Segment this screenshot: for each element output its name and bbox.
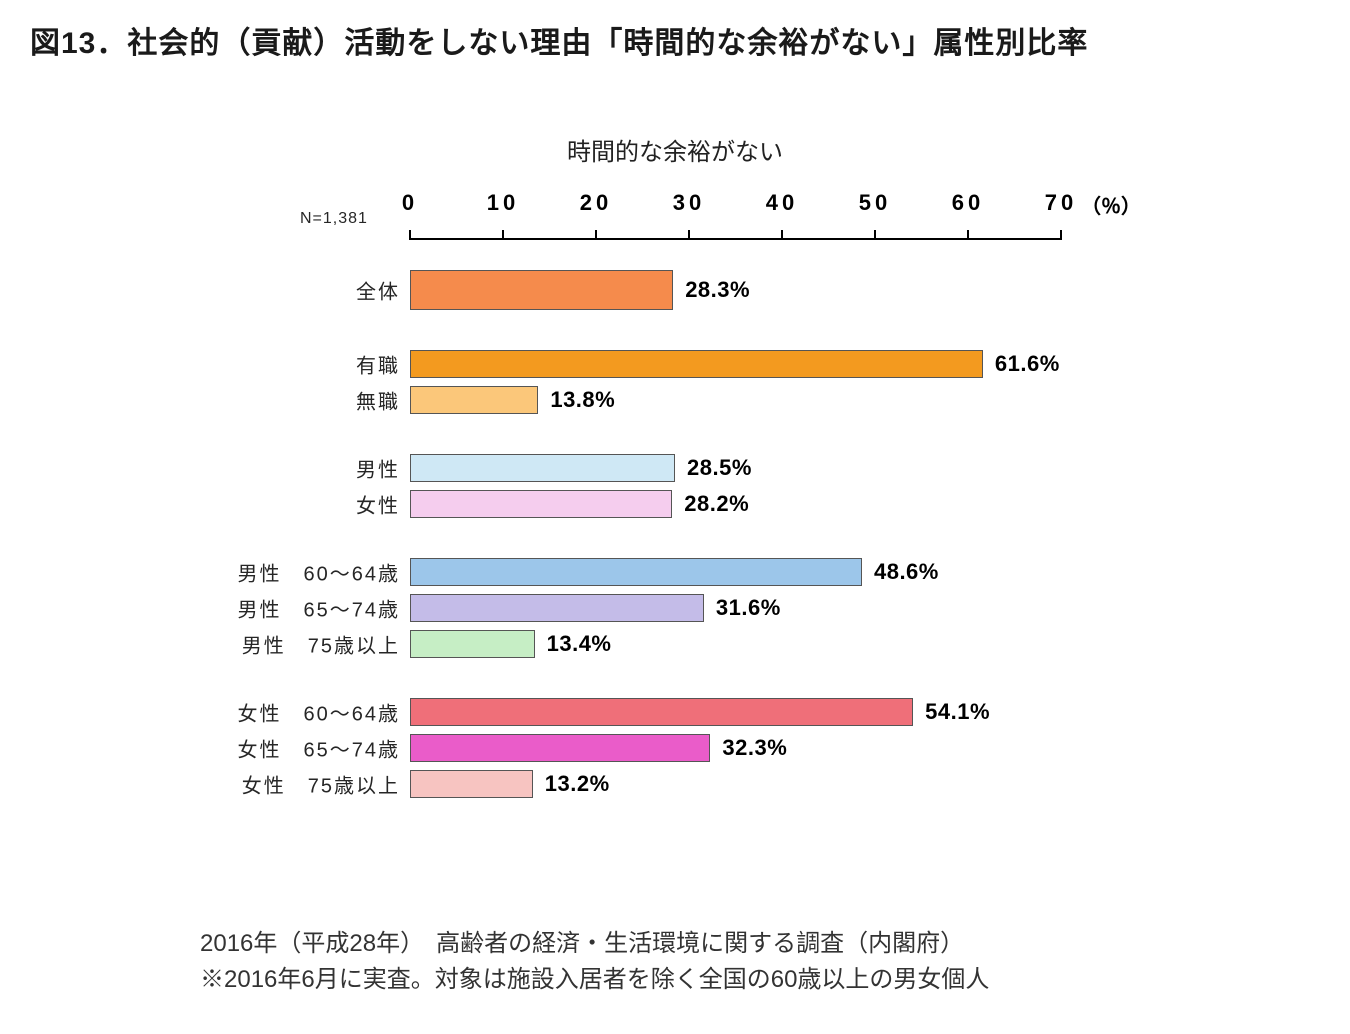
bar-row: 無職 13.8% bbox=[250, 382, 1150, 418]
bar-row: 女性 65～74歳32.3% bbox=[250, 730, 1150, 766]
bar-value: 13.2% bbox=[545, 771, 610, 797]
bar-row: 有職 61.6% bbox=[250, 346, 1150, 382]
bar-row: 女性 28.2% bbox=[250, 486, 1150, 522]
group-gap bbox=[250, 418, 1150, 440]
axis-tick-mark bbox=[595, 230, 597, 240]
axis-tick: 30 bbox=[673, 190, 705, 216]
bar bbox=[410, 770, 533, 798]
bar-value: 13.8% bbox=[550, 387, 615, 413]
axis-tick: 40 bbox=[766, 190, 798, 216]
bar-label: 女性 65～74歳 bbox=[238, 734, 401, 763]
x-axis: N=1,381 0 10 20 30 40 50 60 70（％） bbox=[250, 190, 1150, 240]
axis-tick-mark bbox=[409, 230, 411, 240]
bar-row: 全体 28.3% bbox=[250, 266, 1150, 314]
figure-title: 図13．社会的（貢献）活動をしない理由「時間的な余裕がない」属性別比率 bbox=[30, 18, 1088, 62]
bar-group: 有職 61.6% 無職 13.8% bbox=[250, 346, 1150, 418]
bar bbox=[410, 594, 704, 622]
bar-value: 28.5% bbox=[687, 455, 752, 481]
bar-label: 男性 65～74歳 bbox=[238, 594, 401, 623]
axis-line bbox=[410, 238, 1061, 240]
page: 図13．社会的（貢献）活動をしない理由「時間的な余裕がない」属性別比率 時間的な… bbox=[0, 0, 1350, 1034]
bar-value: 32.3% bbox=[722, 735, 787, 761]
axis-tick-mark bbox=[967, 230, 969, 240]
bar-row: 男性 28.5% bbox=[250, 450, 1150, 486]
bar-row: 女性 75歳以上13.2% bbox=[250, 766, 1150, 802]
bar-label: 男性 bbox=[356, 454, 400, 483]
bar bbox=[410, 558, 862, 586]
figure-footer: 2016年（平成28年） 高齢者の経済・生活環境に関する調査（内閣府） ※201… bbox=[200, 926, 989, 998]
axis-area: 010203040506070（％） bbox=[410, 190, 1110, 240]
bar bbox=[410, 734, 710, 762]
axis-tick: 0 bbox=[402, 190, 418, 216]
bar-row: 男性 65～74歳31.6% bbox=[250, 590, 1150, 626]
group-gap bbox=[250, 314, 1150, 336]
axis-tick: 50 bbox=[859, 190, 891, 216]
bar-label: 男性 75歳以上 bbox=[242, 630, 400, 659]
bar bbox=[410, 698, 913, 726]
bar-value: 61.6% bbox=[995, 351, 1060, 377]
axis-tick-mark bbox=[874, 230, 876, 240]
footer-line-2: ※2016年6月に実査。対象は施設入居者を除く全国の60歳以上の男女個人 bbox=[200, 962, 989, 998]
axis-unit-label: （％） bbox=[1081, 190, 1141, 219]
axis-tick: 70 bbox=[1045, 190, 1077, 216]
bar-value: 48.6% bbox=[874, 559, 939, 585]
axis-tick-mark bbox=[688, 230, 690, 240]
bar-group: 全体 28.3% bbox=[250, 266, 1150, 314]
bar bbox=[410, 490, 672, 518]
n-label: N=1,381 bbox=[300, 210, 368, 228]
axis-tick: 10 bbox=[487, 190, 519, 216]
bar-label: 無職 bbox=[356, 386, 400, 415]
bar-group: 男性 60～64歳48.6%男性 65～74歳31.6%男性 75歳以上13.4… bbox=[250, 554, 1150, 662]
bar-label: 全体 bbox=[356, 276, 400, 305]
group-gap bbox=[250, 522, 1150, 544]
bar-label: 男性 60～64歳 bbox=[238, 558, 401, 587]
bar-label: 女性 bbox=[356, 490, 400, 519]
axis-tick-mark bbox=[781, 230, 783, 240]
bar bbox=[410, 454, 675, 482]
bar-value: 54.1% bbox=[925, 699, 990, 725]
axis-tick: 20 bbox=[580, 190, 612, 216]
bar-row: 男性 60～64歳48.6% bbox=[250, 554, 1150, 590]
bar bbox=[410, 630, 535, 658]
bar bbox=[410, 270, 673, 310]
footer-line-1: 2016年（平成28年） 高齢者の経済・生活環境に関する調査（内閣府） bbox=[200, 926, 989, 962]
chart-subtitle: 時間的な余裕がない bbox=[0, 132, 1350, 167]
bar-label: 女性 75歳以上 bbox=[242, 770, 400, 799]
bar-value: 31.6% bbox=[716, 595, 781, 621]
bar-group: 男性 28.5% 女性 28.2% bbox=[250, 450, 1150, 522]
bar-row: 女性 60～64歳54.1% bbox=[250, 694, 1150, 730]
axis-tick-mark bbox=[502, 230, 504, 240]
bar-chart: N=1,381 0 10 20 30 40 50 60 70（％） 全体 28.3% 有職 61.6% 無… bbox=[250, 190, 1150, 802]
group-gap bbox=[250, 662, 1150, 684]
axis-tick: 60 bbox=[952, 190, 984, 216]
bar bbox=[410, 386, 538, 414]
bar-group: 女性 60～64歳54.1%女性 65～74歳32.3%女性 75歳以上13.2… bbox=[250, 694, 1150, 802]
bar-row: 男性 75歳以上13.4% bbox=[250, 626, 1150, 662]
bar bbox=[410, 350, 983, 378]
bar-label: 女性 60～64歳 bbox=[238, 698, 401, 727]
bar-value: 28.3% bbox=[685, 277, 750, 303]
bar-label: 有職 bbox=[356, 350, 400, 379]
bar-value: 28.2% bbox=[684, 491, 749, 517]
axis-tick-mark bbox=[1060, 230, 1062, 240]
bar-value: 13.4% bbox=[547, 631, 612, 657]
